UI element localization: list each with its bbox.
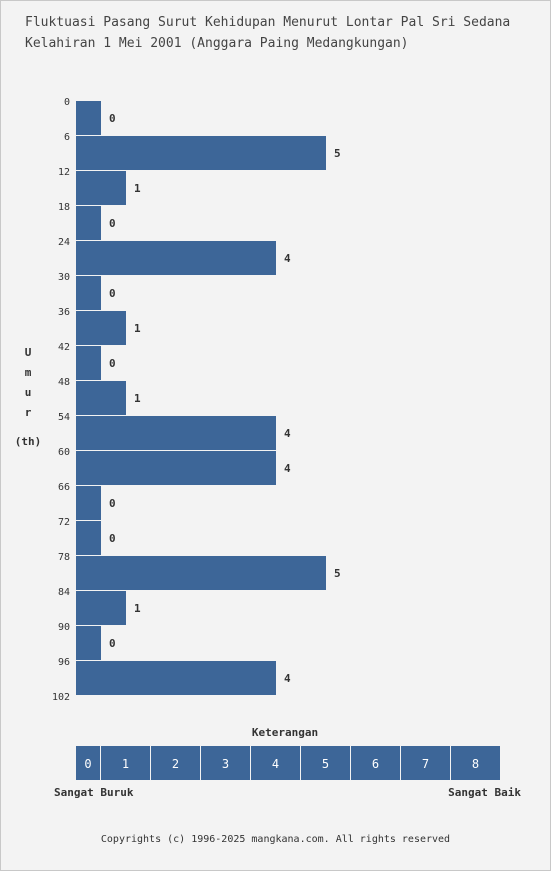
legend-cell-8 <box>451 746 500 780</box>
y-tick-label: 18 <box>58 202 70 213</box>
bar-96 <box>76 661 276 695</box>
y-tick-label: 36 <box>58 307 70 318</box>
bar-value-label: 4 <box>284 462 291 475</box>
y-tick-label: 54 <box>58 412 70 423</box>
bar-12 <box>76 171 126 205</box>
bar-value-label: 0 <box>109 287 116 300</box>
y-tick-label: 96 <box>58 657 70 668</box>
y-tick-label: 6 <box>64 132 70 143</box>
bar-30 <box>76 276 101 310</box>
legend-cell-label: 0 <box>84 757 91 771</box>
y-axis-label-letter: m <box>25 366 32 379</box>
bar-78 <box>76 556 326 590</box>
chart-title-line2: Kelahiran 1 Mei 2001 (Anggara Paing Meda… <box>25 36 409 51</box>
y-tick-label: 66 <box>58 482 70 493</box>
bar-24 <box>76 241 276 275</box>
y-tick-label: 42 <box>58 342 70 353</box>
legend-cell-1 <box>101 746 150 780</box>
bar-value-label: 0 <box>109 112 116 125</box>
y-tick-label: 12 <box>58 167 70 178</box>
bar-value-label: 0 <box>109 497 116 510</box>
bar-36 <box>76 311 126 345</box>
bar-72 <box>76 521 101 555</box>
bar-18 <box>76 206 101 240</box>
y-axis-label-unit: (th) <box>15 435 42 448</box>
bar-value-label: 1 <box>134 602 141 615</box>
legend-cell-2 <box>151 746 200 780</box>
bar-84 <box>76 591 126 625</box>
legend-cell-4 <box>251 746 300 780</box>
bar-value-label: 1 <box>134 392 141 405</box>
legend-cell-6 <box>351 746 400 780</box>
legend-cell-7 <box>401 746 450 780</box>
y-tick-label: 90 <box>58 622 70 633</box>
y-tick-label: 84 <box>58 587 70 598</box>
legend-high-label: Sangat Baik <box>448 786 521 799</box>
bar-value-label: 4 <box>284 672 291 685</box>
y-tick-label: 60 <box>58 447 70 458</box>
legend-low-label: Sangat Buruk <box>54 786 134 799</box>
legend-cell-label: 7 <box>422 757 429 771</box>
bar-66 <box>76 486 101 520</box>
y-tick-label: 0 <box>64 97 70 108</box>
chart-title-line1: Fluktuasi Pasang Surut Kehidupan Menurut… <box>25 15 511 30</box>
bar-value-label: 4 <box>284 252 291 265</box>
legend-cell-0 <box>76 746 100 780</box>
bar-48 <box>76 381 126 415</box>
bar-0 <box>76 101 101 135</box>
bar-42 <box>76 346 101 380</box>
legend-cell-label: 5 <box>322 757 329 771</box>
legend-cell-label: 1 <box>122 757 129 771</box>
legend-cell-label: 4 <box>272 757 279 771</box>
bar-value-label: 5 <box>334 147 341 160</box>
copyright-footer: Copyrights (c) 1996-2025 mangkana.com. A… <box>100 834 451 845</box>
chart-title: Fluktuasi Pasang Surut Kehidupan Menurut… <box>25 12 510 54</box>
y-axis-label-letter: r <box>25 406 32 419</box>
y-tick-label: 102 <box>52 692 70 703</box>
bar-60 <box>76 451 276 485</box>
bar-value-label: 4 <box>284 427 291 440</box>
bar-54 <box>76 416 276 450</box>
bar-6 <box>76 136 326 170</box>
bar-value-label: 1 <box>134 182 141 195</box>
bar-value-label: 5 <box>334 567 341 580</box>
bar-value-label: 0 <box>109 532 116 545</box>
legend-cell-label: 2 <box>172 757 179 771</box>
y-axis-label-letter: u <box>25 386 32 399</box>
bar-90 <box>76 626 101 660</box>
y-tick-label: 48 <box>58 377 70 388</box>
y-tick-label: 24 <box>58 237 70 248</box>
legend-cell-label: 6 <box>372 757 379 771</box>
y-tick-label: 30 <box>58 272 70 283</box>
legend-cell-3 <box>201 746 250 780</box>
bar-value-label: 1 <box>134 322 141 335</box>
bar-value-label: 0 <box>109 637 116 650</box>
legend-cell-label: 3 <box>222 757 229 771</box>
legend-cell-label: 8 <box>472 757 479 771</box>
legend-cell-5 <box>301 746 350 780</box>
bar-value-label: 0 <box>109 357 116 370</box>
y-axis-label-letter: U <box>25 346 32 359</box>
legend-title: Keterangan <box>252 726 318 739</box>
y-tick-label: 72 <box>58 517 70 528</box>
bar-value-label: 0 <box>109 217 116 230</box>
y-tick-label: 78 <box>58 552 70 563</box>
